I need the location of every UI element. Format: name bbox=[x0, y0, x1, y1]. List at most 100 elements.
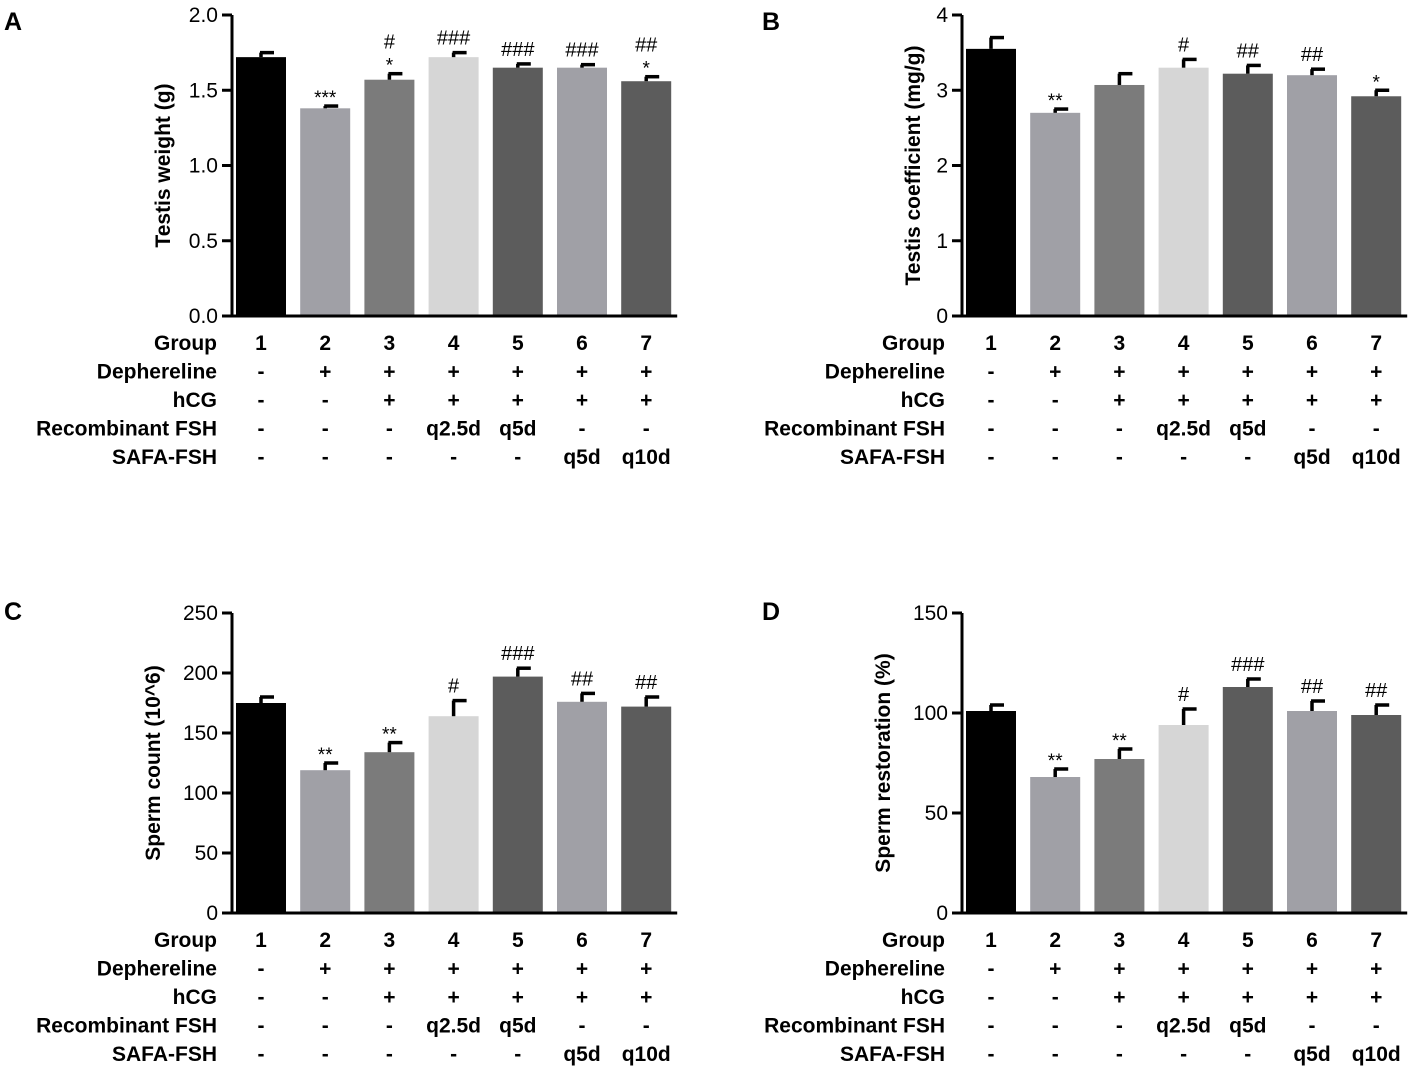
bar bbox=[1094, 759, 1145, 913]
bar bbox=[621, 81, 672, 316]
table-cell: - bbox=[386, 418, 393, 441]
bar bbox=[1094, 84, 1145, 316]
table-cell: - bbox=[1309, 418, 1316, 441]
table-cell: - bbox=[322, 418, 329, 441]
row-label: hCG bbox=[901, 389, 945, 412]
table-cell: + bbox=[1177, 389, 1189, 412]
bar bbox=[1287, 711, 1337, 913]
panel-letter: A bbox=[4, 8, 22, 36]
significance-stars: * bbox=[642, 59, 650, 80]
table-cell: q10d bbox=[622, 1043, 671, 1066]
significance-hashes: ## bbox=[571, 668, 594, 690]
significance-stars: ** bbox=[382, 725, 397, 746]
bar bbox=[300, 770, 351, 913]
table-cell: 2 bbox=[1049, 929, 1061, 952]
bar bbox=[236, 57, 286, 316]
table-cell: q5d bbox=[499, 418, 536, 441]
table-cell: 3 bbox=[384, 332, 396, 355]
table-cell: - bbox=[579, 418, 586, 441]
table-cell: + bbox=[447, 986, 459, 1009]
table-cell: + bbox=[1370, 389, 1382, 412]
table-cell: - bbox=[579, 1015, 586, 1038]
table-cell: + bbox=[640, 389, 652, 412]
y-axis-title: Testis coefficient (mg/g) bbox=[902, 46, 925, 286]
row-label: Dephereline bbox=[97, 958, 217, 981]
table-cell: - bbox=[1180, 1043, 1187, 1066]
table-cell: q2.5d bbox=[426, 418, 481, 441]
table-cell: 4 bbox=[1178, 929, 1190, 952]
row-label: SAFA-FSH bbox=[112, 446, 217, 469]
bar bbox=[557, 701, 607, 913]
row-label: Group bbox=[882, 929, 945, 952]
table-cell: + bbox=[1242, 958, 1254, 981]
row-label: Group bbox=[154, 332, 217, 355]
table-cell: + bbox=[383, 986, 395, 1009]
row-label: hCG bbox=[901, 986, 945, 1009]
table-cell: 2 bbox=[319, 929, 331, 952]
table-cell: - bbox=[988, 418, 995, 441]
significance-hashes: ## bbox=[1365, 680, 1388, 702]
significance-hashes: ## bbox=[1301, 676, 1324, 698]
table-cell: - bbox=[1052, 1015, 1059, 1038]
table-cell: - bbox=[258, 1015, 265, 1038]
row-label: SAFA-FSH bbox=[112, 1043, 217, 1066]
bar bbox=[236, 703, 286, 913]
row-label: Recombinant FSH bbox=[764, 1015, 945, 1038]
bar bbox=[966, 711, 1016, 913]
row-label: Recombinant FSH bbox=[36, 418, 217, 441]
y-tick-label: 50 bbox=[925, 802, 948, 825]
bar bbox=[300, 108, 351, 316]
table-cell: - bbox=[322, 1015, 329, 1038]
table-cell: 6 bbox=[1306, 929, 1318, 952]
table-cell: - bbox=[322, 446, 329, 469]
y-tick-label: 1 bbox=[936, 230, 948, 253]
table-cell: - bbox=[643, 1015, 650, 1038]
bar bbox=[1030, 112, 1081, 316]
y-tick-label: 50 bbox=[195, 842, 218, 865]
panel-a: A****# ###### ###*##0.00.51.01.52.0Testis … bbox=[4, 4, 678, 469]
table-cell: - bbox=[1052, 986, 1059, 1009]
table-cell: - bbox=[514, 446, 521, 469]
treatment-table: Group 1 2 3 4 5 6 7 Dephereline - + + + + + + hCG - - + + + + +… bbox=[36, 332, 671, 469]
table-cell: 6 bbox=[576, 929, 588, 952]
table-cell: + bbox=[1306, 389, 1318, 412]
table-cell: - bbox=[322, 389, 329, 412]
table-cell: + bbox=[1113, 958, 1125, 981]
table-cell: 6 bbox=[576, 332, 588, 355]
table-cell: + bbox=[640, 958, 652, 981]
axes: 0.0 0.5 1.0 1.5 2.0 Testis weight (g) bbox=[152, 4, 678, 328]
table-cell: - bbox=[1116, 1015, 1123, 1038]
table-cell: + bbox=[1242, 986, 1254, 1009]
table-cell: - bbox=[1052, 389, 1059, 412]
table-cell: + bbox=[1306, 986, 1318, 1009]
table-cell: + bbox=[512, 986, 524, 1009]
row-label: hCG bbox=[173, 389, 217, 412]
treatment-table: Group 1 2 3 4 5 6 7 Dephereline - + + + + + + hCG - - + + + + +… bbox=[764, 332, 1401, 469]
table-cell: - bbox=[258, 446, 265, 469]
table-cell: - bbox=[258, 389, 265, 412]
table-cell: + bbox=[1049, 958, 1061, 981]
panel-letter: C bbox=[4, 598, 22, 626]
y-axis-title: Sperm restoration (%) bbox=[872, 653, 895, 872]
table-cell: - bbox=[1373, 418, 1380, 441]
treatment-table: Group 1 2 3 4 5 6 7 Dephereline - + + + + + + hCG - - + + + + +… bbox=[764, 929, 1401, 1066]
significance-hashes: ### bbox=[1231, 654, 1265, 676]
table-cell: - bbox=[988, 446, 995, 469]
table-cell: 5 bbox=[512, 929, 524, 952]
table-cell: + bbox=[1370, 958, 1382, 981]
table-cell: + bbox=[640, 986, 652, 1009]
table-cell: q5d bbox=[563, 446, 600, 469]
row-label: Group bbox=[154, 929, 217, 952]
table-cell: - bbox=[258, 1043, 265, 1066]
y-tick-label: 1.0 bbox=[189, 155, 218, 178]
table-cell: + bbox=[1113, 389, 1125, 412]
bar bbox=[428, 716, 479, 913]
table-cell: - bbox=[386, 446, 393, 469]
significance-stars: *** bbox=[314, 88, 337, 109]
table-cell: - bbox=[514, 1043, 521, 1066]
table-cell: + bbox=[1242, 389, 1254, 412]
table-cell: 7 bbox=[640, 929, 652, 952]
treatment-table: Group 1 2 3 4 5 6 7 Dephereline - + + + + + + hCG - - + + + + +… bbox=[36, 929, 671, 1066]
significance-stars: ** bbox=[1048, 91, 1063, 112]
